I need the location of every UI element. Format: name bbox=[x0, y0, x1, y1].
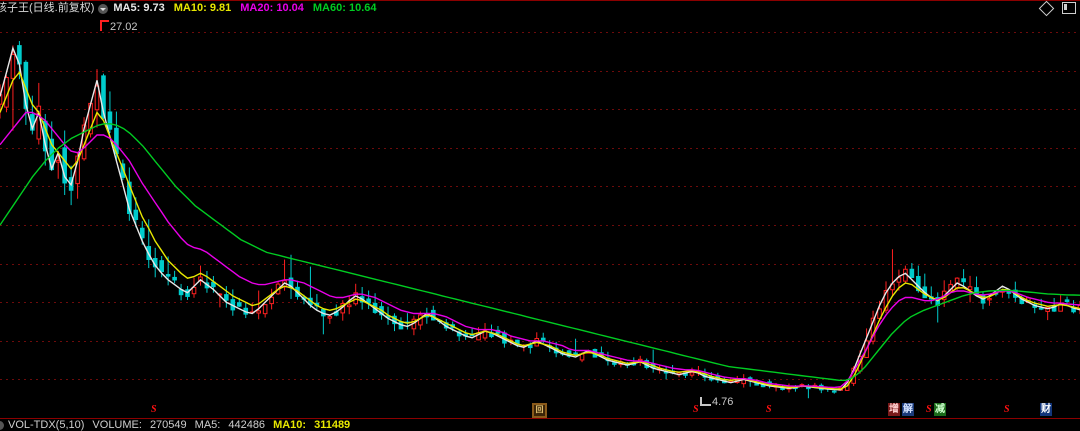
marker-cn-4[interactable]: 财 bbox=[1040, 403, 1052, 416]
chevron-down-circle-icon[interactable] bbox=[0, 420, 4, 430]
volume-indicator-name: VOL-TDX(5,10) bbox=[8, 419, 85, 431]
indicator-ma20-label: MA20: bbox=[240, 2, 274, 14]
volume-ma10-label: MA10: bbox=[273, 419, 307, 431]
volume-label: VOLUME: bbox=[92, 419, 142, 431]
bottom-divider bbox=[0, 418, 1080, 419]
down-tick-icon bbox=[700, 397, 711, 406]
period-low-value: 4.76 bbox=[712, 396, 734, 408]
ma-line-ma5 bbox=[0, 45, 1080, 391]
marker-cn-1[interactable]: 增 bbox=[888, 403, 900, 416]
period-high-value: 27.02 bbox=[110, 21, 138, 33]
price-chart-plot[interactable] bbox=[0, 16, 1080, 402]
gridline-1 bbox=[0, 71, 1080, 72]
gridline-4 bbox=[0, 186, 1080, 187]
gridline-2 bbox=[0, 109, 1080, 110]
indicator-ma20: MA20: 10.04 bbox=[240, 3, 304, 14]
marker-s-1[interactable]: S bbox=[151, 404, 157, 415]
period-high-label: 27.02 bbox=[100, 20, 138, 33]
volume-value: 270549 bbox=[149, 419, 187, 431]
up-tick-icon bbox=[100, 20, 109, 31]
ma-line-ma60 bbox=[0, 123, 1080, 381]
marker-s-3[interactable]: S bbox=[766, 404, 772, 415]
volume-ma10-value: 311489 bbox=[314, 419, 351, 431]
indicator-ma20-value: 10.04 bbox=[276, 2, 304, 14]
marker-cn-2[interactable]: 解 bbox=[902, 403, 914, 416]
gridline-3 bbox=[0, 148, 1080, 149]
top-divider bbox=[0, 0, 1080, 1]
gridline-5 bbox=[0, 225, 1080, 226]
volume-ma5-value: 442486 bbox=[228, 419, 266, 431]
indicator-ma60-label: MA60: bbox=[312, 2, 346, 14]
period-low-label: 4.76 bbox=[700, 396, 733, 408]
marker-s-2[interactable]: S bbox=[693, 404, 699, 415]
volume-ma5-label: MA5: bbox=[194, 419, 221, 431]
panel-layout-icon[interactable] bbox=[1062, 2, 1076, 14]
marker-s-4[interactable]: S bbox=[926, 404, 932, 415]
indicator-ma10: MA10: 9.81 bbox=[174, 3, 232, 14]
indicator-ma5-label: MA5: bbox=[113, 2, 141, 14]
chart-header: 孩子王(日线.前复权) MA5: 9.73 MA10: 9.81 MA20: 1… bbox=[0, 1, 1080, 16]
ma-line-ma20 bbox=[0, 111, 1080, 389]
header-right-icons bbox=[1038, 0, 1076, 16]
diamond-icon[interactable] bbox=[1038, 0, 1055, 16]
volume-panel-header: VOL-TDX(5,10) VOLUME: 270549 MA5: 442486… bbox=[0, 419, 1080, 431]
chart-title: 孩子王(日线.前复权) bbox=[0, 2, 95, 14]
marker-s-5[interactable]: S bbox=[1004, 404, 1010, 415]
indicator-ma5-value: 9.73 bbox=[143, 2, 165, 14]
candlestick-group bbox=[0, 41, 1080, 399]
indicator-ma10-value: 9.81 bbox=[209, 2, 232, 14]
indicator-ma10-label: MA10: bbox=[173, 2, 207, 14]
gridline-9 bbox=[0, 379, 1080, 380]
gridline-7 bbox=[0, 302, 1080, 303]
gridline-0 bbox=[0, 32, 1080, 33]
indicator-ma5: MA5: 9.73 bbox=[113, 3, 164, 14]
indicator-ma60-value: 10.64 bbox=[348, 2, 377, 14]
chevron-down-circle-icon[interactable] bbox=[98, 3, 109, 14]
marker-box-1[interactable]: 回 bbox=[532, 403, 547, 418]
chart-series-canvas bbox=[0, 41, 1080, 399]
ma-line-ma10 bbox=[0, 70, 1080, 390]
marker-cn-3[interactable]: 减 bbox=[934, 403, 946, 416]
gridline-6 bbox=[0, 264, 1080, 265]
indicator-ma60: MA60: 10.64 bbox=[313, 3, 377, 14]
